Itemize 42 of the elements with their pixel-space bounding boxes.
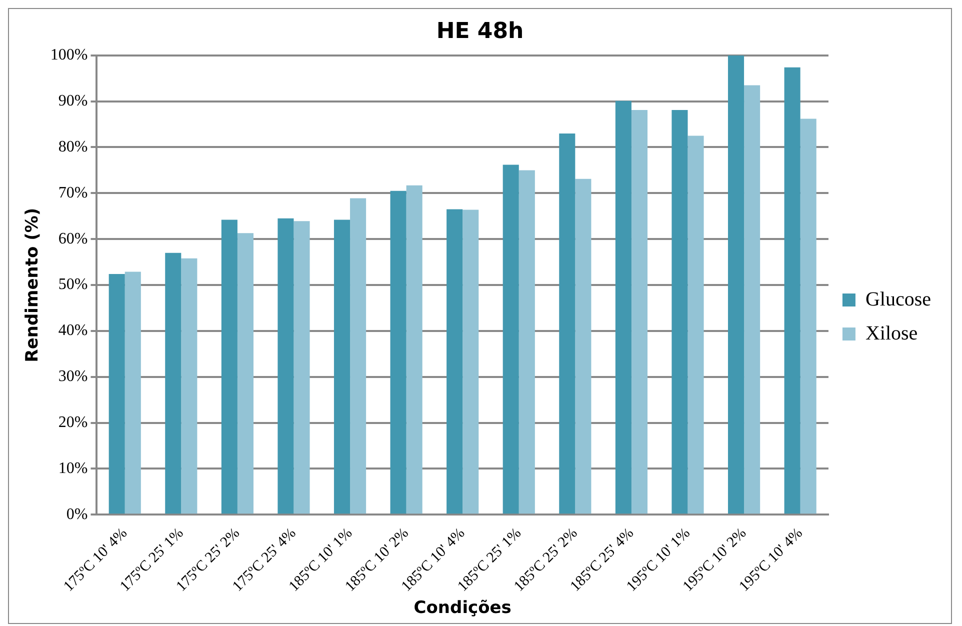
bar [518,170,535,514]
bar [575,178,592,514]
bar [784,67,800,514]
bar [334,220,350,514]
bar [278,218,294,514]
bar [108,274,125,514]
y-tick-label: 0% [66,506,88,523]
bar [181,258,198,514]
bar [688,136,704,514]
bar [672,110,688,514]
y-tick-label: 50% [58,276,88,294]
bar [800,118,816,514]
chart-title: HE 48h [436,18,524,44]
bar [165,252,182,514]
bar [631,110,648,514]
bar [615,100,632,514]
legend-label: Glucose [865,288,932,310]
y-tick-label: 80% [58,138,88,156]
bar [350,198,366,514]
y-tick-label: 70% [58,184,88,202]
x-axis-title: Condições [414,598,512,618]
bar [446,209,463,514]
bar [221,220,238,514]
bar [728,55,744,514]
bar [237,233,254,514]
y-tick-label: 40% [58,322,88,340]
bar [294,221,310,514]
y-tick-label: 90% [58,92,88,110]
bar [744,85,760,514]
y-tick-label: 60% [58,230,88,248]
bar [406,185,422,514]
bar [390,190,406,514]
y-axis-title: Rendimento (%) [22,208,43,362]
bar [559,133,576,514]
bar [462,210,479,514]
y-tick-label: 100% [50,46,88,64]
bar [502,164,519,514]
y-tick-label: 30% [58,368,88,386]
y-tick-label: 10% [58,460,88,477]
y-tick-label: 20% [58,414,88,431]
legend-label: Xilose [865,322,918,344]
bar [124,272,141,514]
